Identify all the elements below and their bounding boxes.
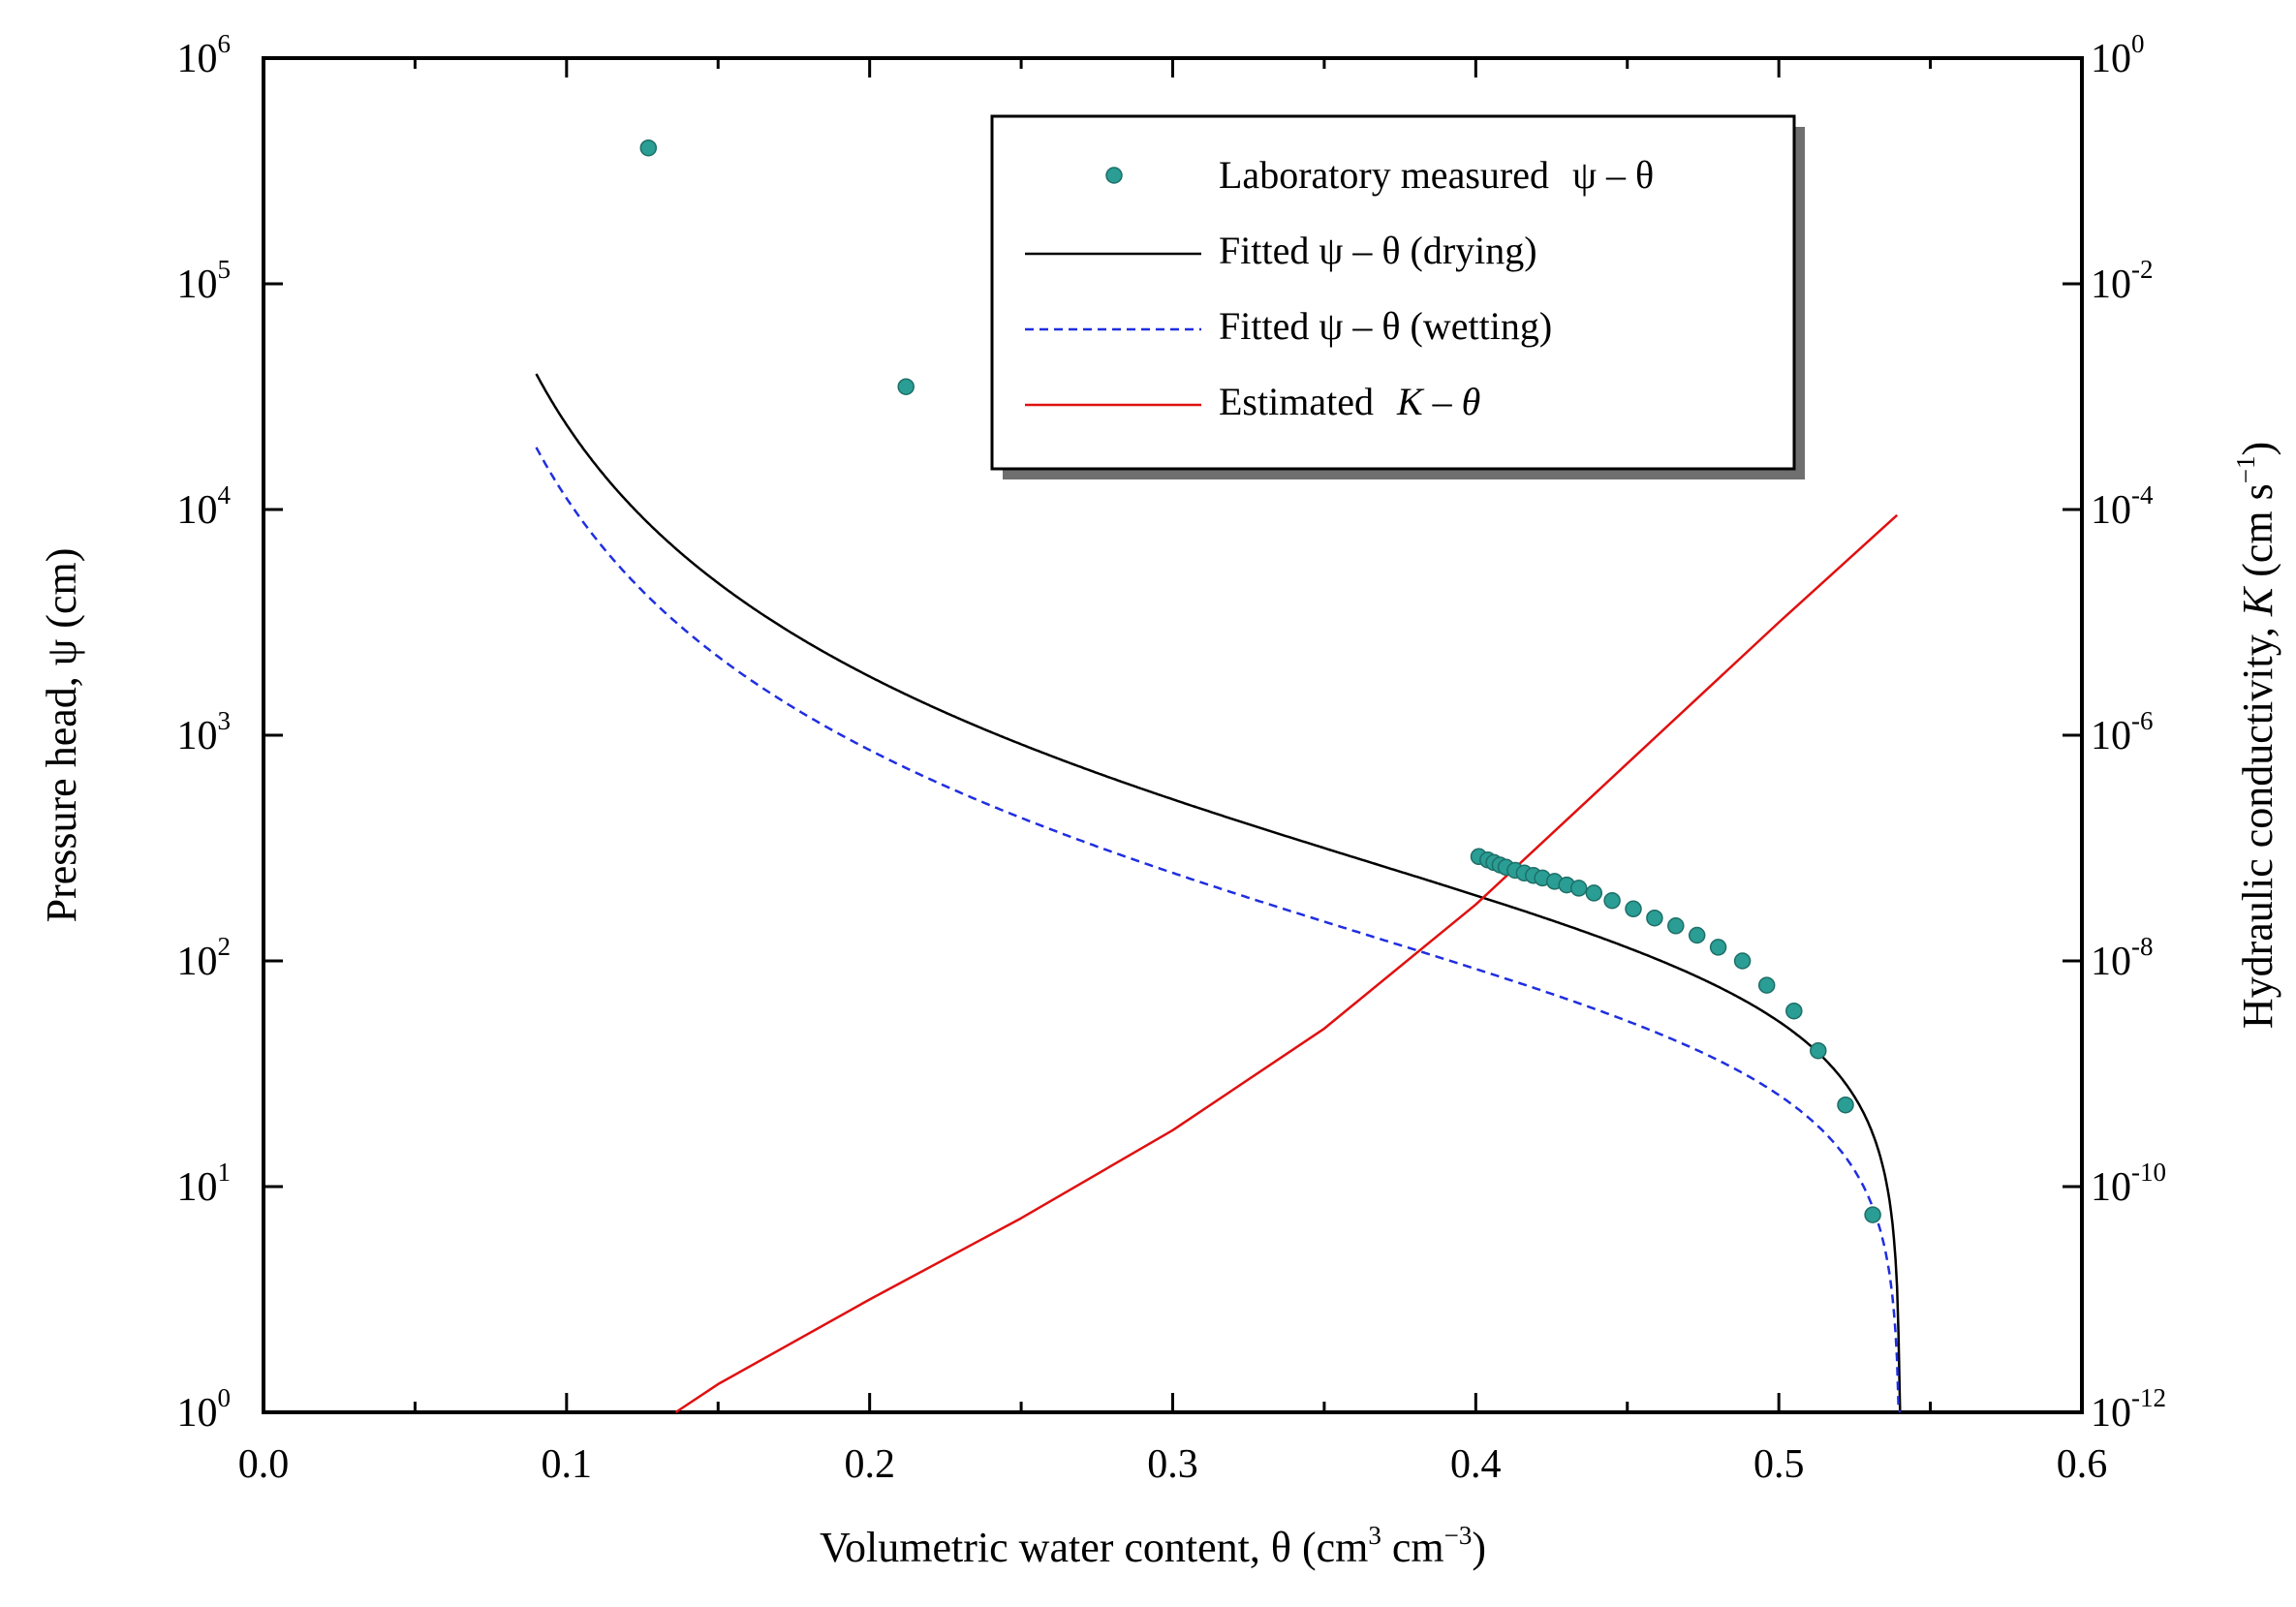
x-tick-labels: 0.0 0.1 0.2 0.3 0.4 0.5 0.6 bbox=[238, 1442, 2108, 1487]
measured-point bbox=[1603, 891, 1621, 910]
measured-point bbox=[1585, 884, 1603, 902]
y-right-tick-label: 100 bbox=[2091, 29, 2145, 81]
x-tick-label: 0.4 bbox=[1450, 1442, 1502, 1487]
y-right-tick-label: 10-10 bbox=[2091, 1158, 2166, 1210]
legend: Laboratory measured ψ – θ Fitted ψ – θ (d… bbox=[990, 114, 1805, 479]
measured-point bbox=[897, 378, 915, 395]
y-left-tick-label: 103 bbox=[177, 706, 232, 758]
y-left-tick-labels: 100 101 102 103 104 105 106 bbox=[177, 29, 232, 1436]
x-tick-label: 0.5 bbox=[1753, 1442, 1805, 1487]
y-right-tick-label: 10-8 bbox=[2091, 932, 2154, 984]
measured-point bbox=[1625, 900, 1642, 918]
y-right-tick-label: 10-2 bbox=[2091, 255, 2154, 307]
y-left-axis-title: Pressure head, ψ (cm) bbox=[38, 548, 85, 923]
legend-label-drying: Fitted ψ – θ (drying) bbox=[1219, 229, 1537, 272]
scatter-points bbox=[639, 139, 1881, 1223]
x-tick-label: 0.3 bbox=[1147, 1442, 1198, 1487]
legend-label-wetting: Fitted ψ – θ (wetting) bbox=[1219, 304, 1552, 348]
measured-point bbox=[1688, 926, 1706, 944]
measured-point bbox=[1864, 1206, 1881, 1223]
x-tick-label: 0.0 bbox=[238, 1442, 290, 1487]
y-right-tick-labels: 10-12 10-10 10-8 10-6 10-4 10-2 100 bbox=[2091, 29, 2166, 1436]
series-layer bbox=[535, 373, 1902, 1414]
y-left-tick-label: 104 bbox=[177, 480, 232, 533]
measured-point bbox=[1810, 1041, 1827, 1060]
y-right-tick-label: 10-6 bbox=[2091, 706, 2154, 758]
wetting-curve bbox=[535, 447, 1902, 1413]
measured-point bbox=[1837, 1096, 1854, 1114]
measured-point bbox=[1569, 880, 1588, 897]
legend-label-k: Estimated K – θ bbox=[1219, 380, 1480, 423]
y-left-tick-label: 105 bbox=[177, 255, 232, 307]
legend-box bbox=[990, 114, 1796, 471]
measured-point bbox=[1667, 917, 1685, 935]
measured-point bbox=[1733, 952, 1752, 970]
y-right-tick-label: 10-4 bbox=[2091, 480, 2154, 533]
y-right-axis-title: Hydraulic conductivity, K (cm s−1) bbox=[2231, 442, 2281, 1029]
x-tick-label: 0.1 bbox=[542, 1442, 593, 1487]
legend-marker-measured bbox=[1105, 167, 1123, 184]
y-right-tick-label: 10-12 bbox=[2091, 1383, 2166, 1436]
y-left-tick-label: 102 bbox=[177, 932, 232, 984]
drying-curve bbox=[535, 373, 1902, 1413]
x-tick-label: 0.2 bbox=[844, 1442, 895, 1487]
y-left-tick-label: 100 bbox=[177, 1383, 232, 1436]
legend-label-measured: Laboratory measured ψ – θ bbox=[1219, 153, 1654, 197]
x-axis-title: Volumetric water content, θ (cm3 cm−3) bbox=[820, 1521, 1486, 1571]
measured-point bbox=[1785, 1002, 1803, 1020]
y-left-tick-label: 106 bbox=[177, 29, 232, 81]
y-left-tick-label: 101 bbox=[177, 1158, 232, 1210]
tick-marks bbox=[262, 56, 2084, 1414]
x-tick-label: 0.6 bbox=[2057, 1442, 2108, 1487]
measured-point bbox=[1646, 909, 1663, 927]
conductivity-curve bbox=[674, 513, 1899, 1414]
measured-point bbox=[1757, 976, 1776, 994]
measured-point bbox=[639, 139, 658, 157]
measured-point bbox=[1709, 939, 1727, 956]
